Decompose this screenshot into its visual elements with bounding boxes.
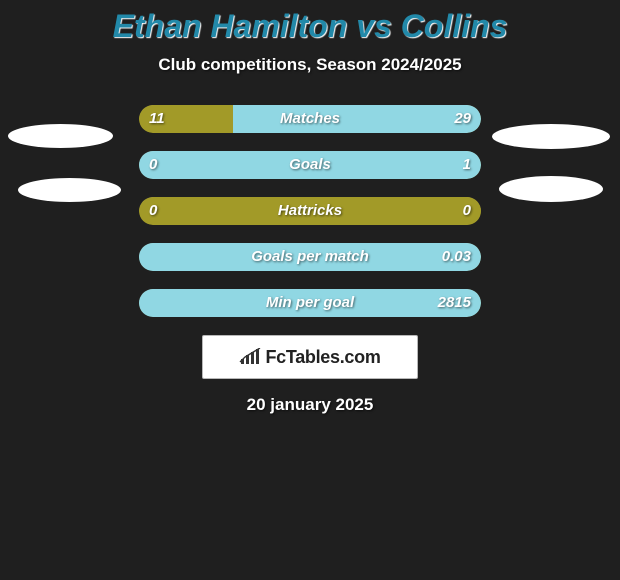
stat-label: Goals per match xyxy=(139,243,481,271)
comparison-infographic: Ethan Hamilton vs Collins Club competiti… xyxy=(0,0,620,580)
stat-label: Min per goal xyxy=(139,289,481,317)
stat-row: 2815Min per goal xyxy=(0,289,620,317)
placeholder-ellipse xyxy=(18,178,121,202)
placeholder-ellipse xyxy=(492,124,610,149)
page-title: Ethan Hamilton vs Collins xyxy=(0,0,620,45)
page-subtitle: Club competitions, Season 2024/2025 xyxy=(0,55,620,75)
stat-bar: 01Goals xyxy=(139,151,481,179)
stat-row: 00Hattricks xyxy=(0,197,620,225)
stat-label: Hattricks xyxy=(139,197,481,225)
stat-bar: 0.03Goals per match xyxy=(139,243,481,271)
stat-label: Matches xyxy=(139,105,481,133)
stat-bar: 00Hattricks xyxy=(139,197,481,225)
stat-row: 01Goals xyxy=(0,151,620,179)
bar-chart-icon xyxy=(239,348,261,366)
site-logo: FcTables.com xyxy=(202,335,418,379)
placeholder-ellipse xyxy=(8,124,113,148)
stat-bar: 1129Matches xyxy=(139,105,481,133)
stat-row: 0.03Goals per match xyxy=(0,243,620,271)
logo-text: FcTables.com xyxy=(265,347,380,368)
stat-bar: 2815Min per goal xyxy=(139,289,481,317)
stat-label: Goals xyxy=(139,151,481,179)
footer-date: 20 january 2025 xyxy=(0,395,620,415)
placeholder-ellipse xyxy=(499,176,603,202)
